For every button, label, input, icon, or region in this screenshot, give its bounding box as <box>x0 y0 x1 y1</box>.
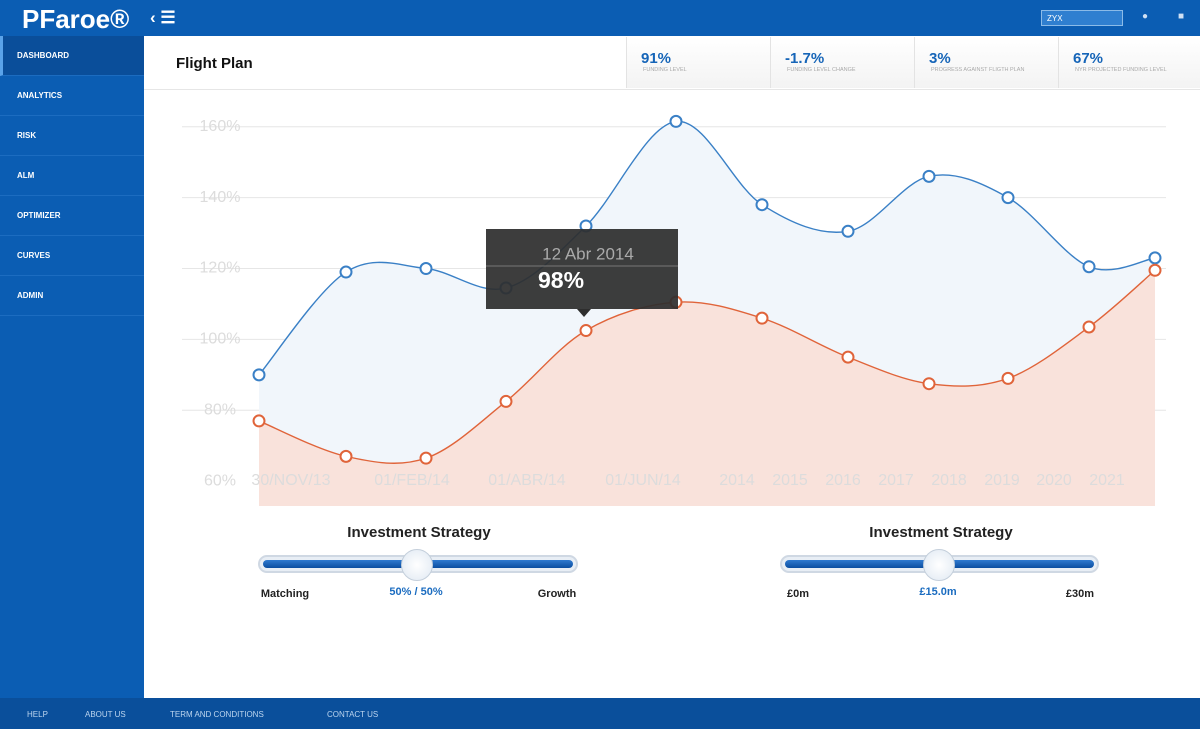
kpi-value: 67% <box>1073 50 1104 67</box>
footer: HELP ABOUT US TERM AND CONDITIONS CONTACT U… <box>0 698 1200 729</box>
slider-min: £0m <box>786 588 810 600</box>
title-bar <box>144 36 1200 90</box>
kpi-card: 67% NYR PROJECTED FUNDING LEVEL <box>1058 37 1200 88</box>
nav-item[interactable]: OPTIMIZER <box>0 196 144 236</box>
y-tick-label: 100% <box>200 331 241 348</box>
x-tick-label: 2015 <box>772 472 808 489</box>
line <box>258 269 1156 464</box>
point <box>755 198 769 212</box>
x-tick-label: 2020 <box>1036 472 1072 489</box>
point <box>841 224 855 238</box>
point <box>1082 260 1096 274</box>
nav-item[interactable]: ADMIN <box>0 276 144 316</box>
slider-max: Growth <box>537 588 577 600</box>
kpi-label: PROGRESS AGAINST FLIGTH PLAN <box>931 67 1025 73</box>
footer-link[interactable]: CONTACT US <box>327 710 379 719</box>
slider-value: £15.0m <box>919 586 957 598</box>
nav-item[interactable]: DASHBOARD <box>0 36 144 76</box>
y-tick-label: 140% <box>200 189 241 206</box>
point <box>252 368 266 382</box>
slider-knob[interactable] <box>401 549 433 581</box>
tooltip-title: 12 Abr 2014 <box>542 244 634 263</box>
slider-max: £30m <box>1065 588 1095 600</box>
point <box>755 311 769 325</box>
point <box>339 265 353 279</box>
point <box>419 262 433 276</box>
point <box>1148 251 1162 265</box>
point <box>1001 371 1015 385</box>
x-tick-label: 2021 <box>1089 472 1125 489</box>
kpi-value: 91% <box>641 50 672 67</box>
x-tick-label: 01/FEB/14 <box>374 472 450 489</box>
point <box>252 414 266 428</box>
sidebar: DASHBOARD ANALYTICS RISK ALM OPTIMIZER CURVES… <box>0 36 144 698</box>
point <box>499 394 513 408</box>
x-tick-label: 01/ABR/14 <box>488 472 565 489</box>
y-tick-label: 60% <box>204 472 236 489</box>
footer-link[interactable]: TERM AND CONDITIONS <box>170 710 264 719</box>
x-tick-label: 30/NOV/13 <box>251 472 330 489</box>
point <box>1148 263 1162 277</box>
slider-title: Investment Strategy <box>347 524 491 541</box>
x-tick-label: 2016 <box>825 472 861 489</box>
point <box>1082 320 1096 334</box>
point <box>841 350 855 364</box>
slider-min: Matching <box>260 588 310 600</box>
x-tick-label: 2014 <box>719 472 755 489</box>
footer-link[interactable]: HELP <box>27 710 48 719</box>
kpi-value: 3% <box>929 50 951 67</box>
y-tick-label: 120% <box>200 260 241 277</box>
tooltip-value: 98% <box>538 267 584 293</box>
lock-icon[interactable]: ■ <box>1178 11 1185 22</box>
x-tick-label: 01/JUN/14 <box>605 472 681 489</box>
footer-link[interactable]: ABOUT US <box>85 710 126 719</box>
nav-item[interactable]: ALM <box>0 156 144 196</box>
chart: 60% 80% 100% 120% 140% 160% 30/NOV/13 01/FEB/14… <box>182 114 1166 507</box>
y-tick-label: 80% <box>204 402 236 419</box>
slider-value: 50% / 50% <box>389 586 443 598</box>
area <box>259 270 1155 506</box>
x-tick-label: 2018 <box>931 472 967 489</box>
x-tick-label: 2017 <box>878 472 914 489</box>
point <box>669 114 683 128</box>
nav-item[interactable]: RISK <box>0 116 144 156</box>
kpi-card: -1.7% FUNDING LEVEL CHANGE <box>770 37 915 88</box>
user-icon[interactable]: ● <box>1142 11 1149 22</box>
nav-item[interactable]: ANALYTICS <box>0 76 144 116</box>
tooltip-box <box>486 229 678 309</box>
menu-toggle[interactable]: ‹ ☰ <box>150 8 176 27</box>
tooltip-arrow <box>577 309 591 317</box>
kpi-label: FUNDING LEVEL CHANGE <box>787 67 856 73</box>
slider-knob[interactable] <box>923 549 955 581</box>
point <box>579 324 593 338</box>
slider-title: Investment Strategy <box>869 524 1013 541</box>
y-tick-label: 160% <box>200 118 241 135</box>
kpi-value: -1.7% <box>785 50 825 67</box>
point <box>339 449 353 463</box>
select[interactable]: ZYX <box>1041 10 1123 26</box>
tooltip: 12 Abr 2014 98% <box>486 229 678 317</box>
kpi-label: NYR PROJECTED FUNDING LEVEL <box>1075 67 1167 73</box>
kpi-label: FUNDING LEVEL <box>643 67 687 73</box>
kpi-card: 3% PROGRESS AGAINST FLIGTH PLAN <box>914 37 1059 88</box>
top-bar: PFaroe® ‹ ☰ ZYX ● ■ <box>0 0 1200 36</box>
point <box>419 451 433 465</box>
point <box>922 169 936 183</box>
page-title: Flight Plan <box>176 55 253 72</box>
kpi-card: 91% FUNDING LEVEL <box>626 37 771 88</box>
logo[interactable]: PFaroe® <box>22 4 130 34</box>
point <box>1001 191 1015 205</box>
x-tick-label: 2019 <box>984 472 1020 489</box>
nav-item[interactable]: CURVES <box>0 236 144 276</box>
point <box>922 377 936 391</box>
